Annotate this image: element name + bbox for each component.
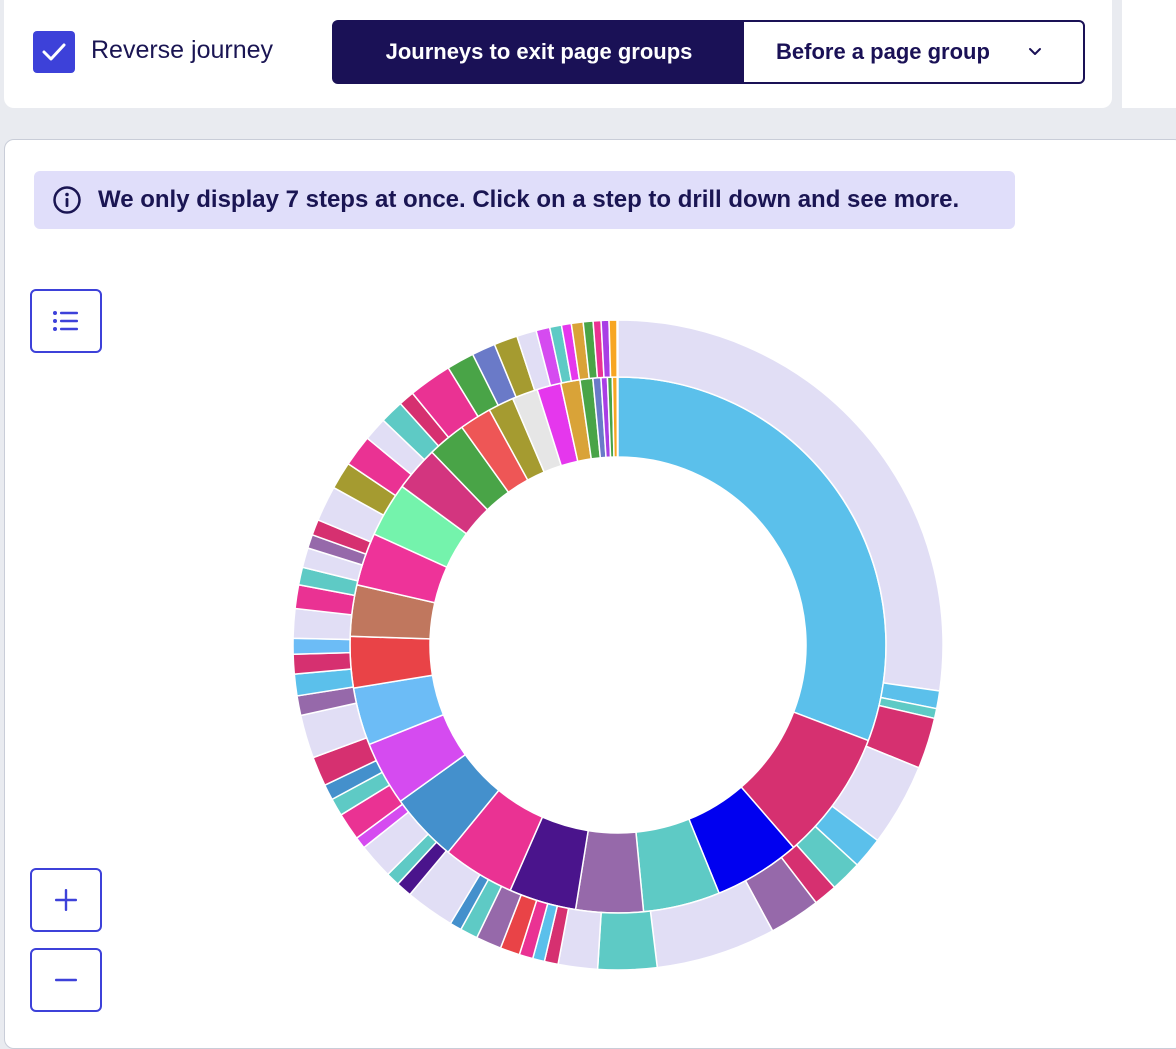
list-icon: [53, 311, 78, 331]
journeys-to-exit-tab[interactable]: Journeys to exit page groups: [332, 20, 746, 84]
zoom-out-button[interactable]: [30, 948, 102, 1012]
chevron-down-icon: [1029, 48, 1041, 55]
page-group-dropdown-label: Before a page group: [776, 39, 990, 64]
filter-bar-side-panel: [1122, 0, 1176, 108]
outer-ring-segment[interactable]: [292, 637, 351, 656]
plus-icon: [55, 889, 77, 911]
reverse-journey-label: Reverse journey: [91, 36, 274, 64]
minus-icon: [55, 978, 77, 982]
reverse-journey-checkbox[interactable]: [33, 31, 75, 73]
steps-notice-text: We only display 7 steps at once. Click o…: [98, 186, 960, 213]
inner-ring-segment[interactable]: [611, 376, 619, 458]
outer-ring-segment[interactable]: [596, 910, 659, 971]
zoom-in-button[interactable]: [30, 868, 102, 932]
info-icon: [52, 185, 82, 215]
legend-button[interactable]: [30, 289, 102, 353]
steps-notice: We only display 7 steps at once. Click o…: [34, 171, 1015, 229]
checkmark-icon: [42, 43, 66, 61]
outer-ring-segment[interactable]: [608, 319, 618, 378]
page-group-dropdown[interactable]: Before a page group: [742, 20, 1085, 84]
